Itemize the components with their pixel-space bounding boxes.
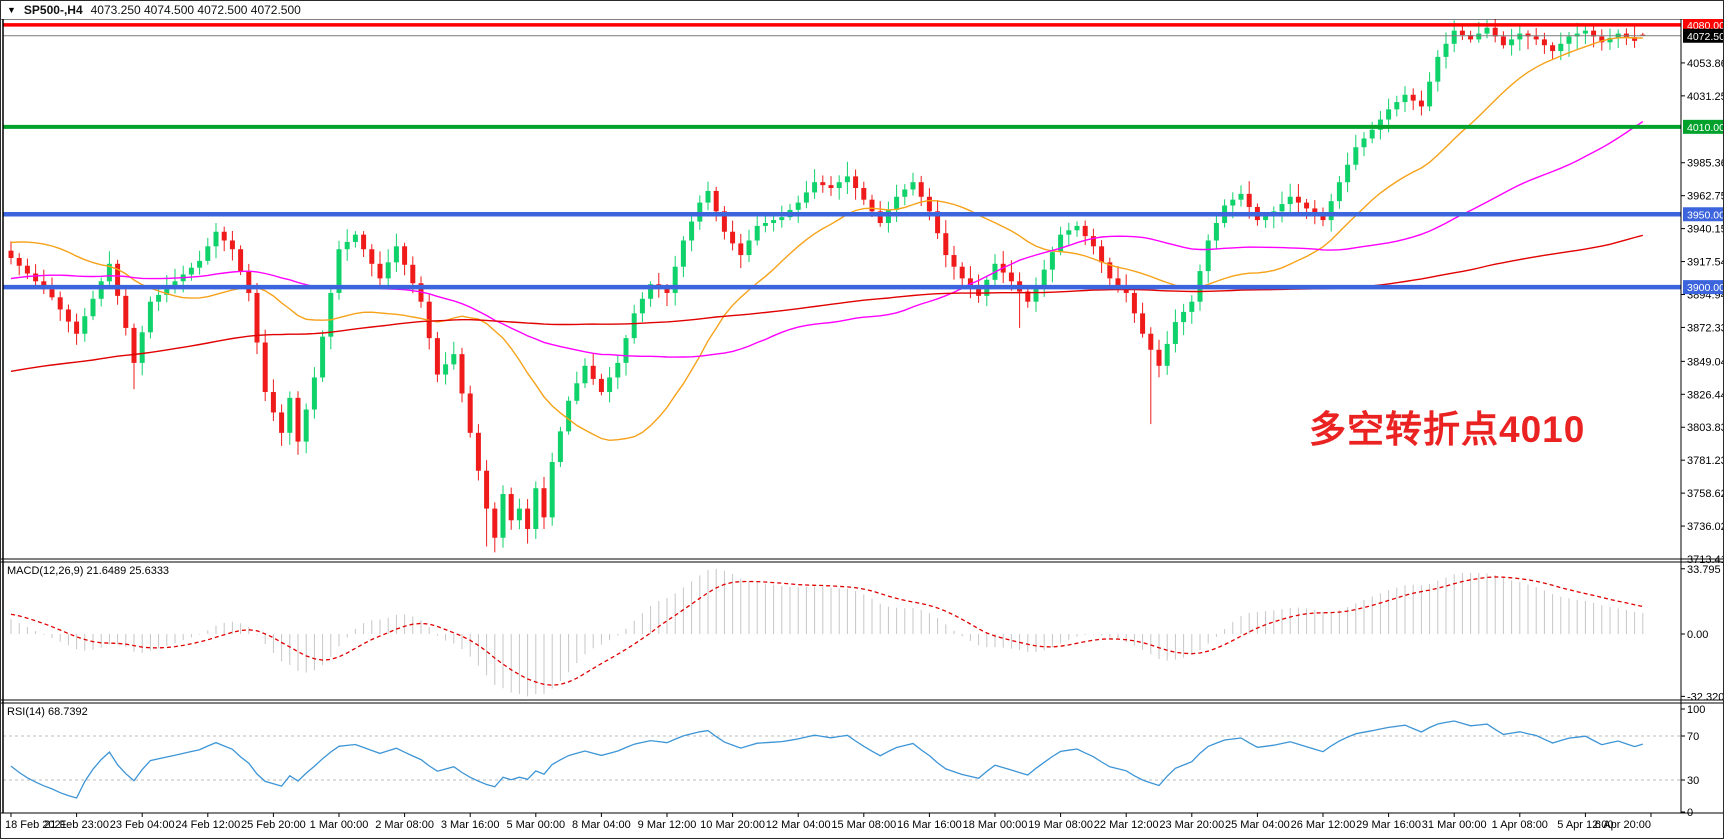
symbol-period-label: SP500-,H4 — [23, 3, 83, 17]
svg-text:22 Mar 12:00: 22 Mar 12:00 — [1094, 819, 1159, 831]
svg-text:6 Apr 20:00: 6 Apr 20:00 — [1595, 819, 1651, 831]
svg-text:23 Feb 04:00: 23 Feb 04:00 — [110, 819, 175, 831]
svg-text:3803.835: 3803.835 — [1687, 422, 1724, 434]
svg-text:3 Mar 16:00: 3 Mar 16:00 — [441, 819, 500, 831]
svg-text:70: 70 — [1687, 731, 1699, 743]
svg-text:3900.000: 3900.000 — [1687, 282, 1724, 294]
svg-text:2 Mar 08:00: 2 Mar 08:00 — [375, 819, 434, 831]
svg-text:5 Mar 00:00: 5 Mar 00:00 — [506, 819, 565, 831]
svg-text:29 Mar 16:00: 29 Mar 16:00 — [1356, 819, 1421, 831]
svg-text:3849.045: 3849.045 — [1687, 356, 1724, 368]
svg-text:0: 0 — [1687, 807, 1693, 819]
annotation-text: 多空转折点4010 — [1309, 409, 1586, 450]
svg-text:5 Apr 12:00: 5 Apr 12:00 — [1557, 819, 1613, 831]
svg-text:4053.860: 4053.860 — [1687, 58, 1724, 70]
svg-text:3917.545: 3917.545 — [1687, 257, 1724, 269]
rsi-axis: 100 70 30 0 — [1681, 704, 1705, 819]
svg-text:31 Mar 00:00: 31 Mar 00:00 — [1422, 819, 1487, 831]
svg-text:3985.360: 3985.360 — [1687, 158, 1724, 170]
svg-text:8 Mar 04:00: 8 Mar 04:00 — [572, 819, 631, 831]
svg-text:19 Mar 08:00: 19 Mar 08:00 — [1028, 819, 1093, 831]
svg-text:18 Feb 2021: 18 Feb 2021 — [5, 819, 67, 831]
svg-text:3758.625: 3758.625 — [1687, 488, 1724, 500]
chart-title-bar: ▼ SP500-,H4 4073.250 4074.500 4072.500 4… — [1, 1, 1723, 19]
svg-text:25 Feb 20:00: 25 Feb 20:00 — [241, 819, 306, 831]
rsi-label: RSI(14) 68.7392 — [7, 706, 88, 718]
ma-mid-line — [10, 121, 1644, 358]
svg-text:100: 100 — [1687, 704, 1705, 716]
svg-text:3736.020: 3736.020 — [1687, 521, 1724, 533]
svg-text:3713.415: 3713.415 — [1687, 554, 1724, 566]
svg-text:-32.3207: -32.3207 — [1687, 691, 1724, 703]
svg-text:3940.150: 3940.150 — [1687, 224, 1724, 236]
svg-text:4031.255: 4031.255 — [1687, 91, 1724, 103]
collapse-indicator-icon[interactable]: ▼ — [7, 5, 16, 15]
svg-text:9 Mar 12:00: 9 Mar 12:00 — [638, 819, 697, 831]
macd-histogram — [10, 568, 1644, 697]
panel-borders — [1, 1, 1723, 814]
svg-text:15 Mar 08:00: 15 Mar 08:00 — [831, 819, 896, 831]
svg-text:3950.000: 3950.000 — [1687, 209, 1724, 221]
svg-text:25 Mar 04:00: 25 Mar 04:00 — [1225, 819, 1290, 831]
rsi-levels — [3, 735, 1681, 781]
ma-fast-line — [10, 36, 1643, 442]
macd-label: MACD(12,26,9) 21.6489 25.6333 — [7, 565, 170, 577]
svg-text:12 Mar 04:00: 12 Mar 04:00 — [766, 819, 831, 831]
svg-text:3781.230: 3781.230 — [1687, 455, 1724, 467]
rsi-line — [10, 720, 1643, 799]
svg-text:3962.755: 3962.755 — [1687, 191, 1724, 203]
svg-text:23 Mar 20:00: 23 Mar 20:00 — [1159, 819, 1224, 831]
svg-text:21 Feb 23:00: 21 Feb 23:00 — [44, 819, 109, 831]
svg-text:33.795: 33.795 — [1687, 564, 1721, 576]
svg-text:1 Mar 00:00: 1 Mar 00:00 — [310, 819, 369, 831]
svg-text:26 Mar 12:00: 26 Mar 12:00 — [1291, 819, 1356, 831]
svg-text:3872.335: 3872.335 — [1687, 322, 1724, 334]
svg-text:1 Apr 08:00: 1 Apr 08:00 — [1492, 819, 1548, 831]
candles-layer — [8, 15, 1646, 553]
svg-text:30: 30 — [1687, 775, 1699, 787]
price-axis[interactable]: 4053.860 4031.255 3985.360 3962.755 3940.150… — [1681, 17, 1724, 566]
macd-signal-line — [10, 576, 1643, 686]
ohlc-values: 4073.250 4074.500 4072.500 4072.500 — [90, 3, 301, 17]
svg-text:24 Feb 12:00: 24 Feb 12:00 — [175, 819, 240, 831]
svg-text:3826.440: 3826.440 — [1687, 389, 1724, 401]
horizontal-lines — [3, 23, 1681, 290]
macd-axis: 33.795 0.00 -32.3207 — [1681, 564, 1724, 703]
svg-text:4010.000: 4010.000 — [1687, 122, 1724, 134]
svg-text:4072.500: 4072.500 — [1687, 31, 1724, 43]
svg-text:16 Mar 16:00: 16 Mar 16:00 — [897, 819, 962, 831]
svg-text:0.00: 0.00 — [1687, 629, 1708, 641]
svg-text:18 Mar 00:00: 18 Mar 00:00 — [963, 819, 1028, 831]
svg-text:10 Mar 20:00: 10 Mar 20:00 — [700, 819, 765, 831]
